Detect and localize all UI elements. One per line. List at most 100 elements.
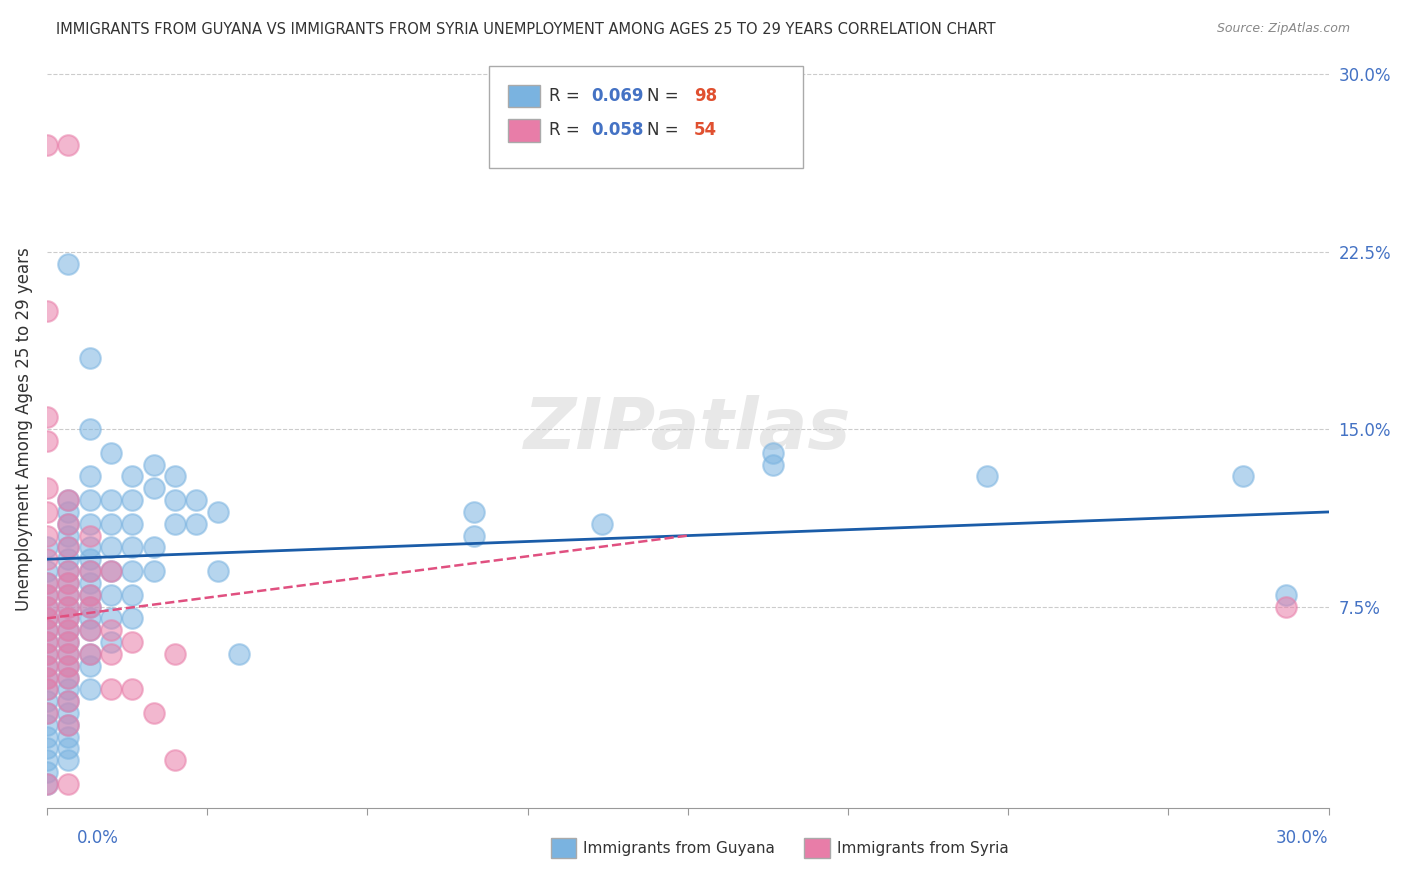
Point bbox=[58, 777, 80, 791]
Text: 54: 54 bbox=[695, 121, 717, 139]
Point bbox=[121, 469, 143, 483]
Point bbox=[79, 552, 101, 566]
Point bbox=[58, 647, 80, 661]
Point bbox=[35, 730, 58, 744]
Point bbox=[79, 351, 101, 366]
Point bbox=[35, 481, 58, 495]
Point bbox=[58, 635, 80, 649]
Point bbox=[463, 528, 485, 542]
FancyBboxPatch shape bbox=[489, 66, 803, 168]
Point bbox=[35, 575, 58, 590]
Point bbox=[35, 671, 58, 685]
Point bbox=[35, 777, 58, 791]
Point bbox=[100, 588, 122, 602]
Point bbox=[100, 493, 122, 508]
Point bbox=[79, 564, 101, 578]
Point bbox=[165, 753, 187, 767]
Point bbox=[35, 741, 58, 756]
Point bbox=[79, 588, 101, 602]
Point bbox=[100, 446, 122, 460]
Bar bbox=[804, 838, 830, 858]
Point bbox=[142, 541, 165, 555]
Point bbox=[121, 682, 143, 697]
Point bbox=[79, 422, 101, 436]
Point bbox=[100, 516, 122, 531]
Point bbox=[79, 647, 101, 661]
Point bbox=[79, 469, 101, 483]
Point bbox=[79, 541, 101, 555]
Point bbox=[58, 599, 80, 614]
Point bbox=[121, 493, 143, 508]
Point bbox=[35, 777, 58, 791]
Point bbox=[35, 599, 58, 614]
Text: N =: N = bbox=[647, 121, 683, 139]
Point bbox=[142, 564, 165, 578]
Point bbox=[58, 516, 80, 531]
Point bbox=[207, 564, 229, 578]
Point bbox=[762, 458, 785, 472]
Point bbox=[79, 624, 101, 638]
Point bbox=[121, 588, 143, 602]
Point bbox=[35, 658, 58, 673]
Point bbox=[35, 647, 58, 661]
Point bbox=[58, 694, 80, 708]
Point bbox=[58, 718, 80, 732]
Point bbox=[35, 588, 58, 602]
Point bbox=[35, 624, 58, 638]
Point bbox=[58, 564, 80, 578]
Point bbox=[121, 564, 143, 578]
Point bbox=[58, 588, 80, 602]
Text: 0.0%: 0.0% bbox=[77, 830, 120, 847]
Point bbox=[35, 682, 58, 697]
Point bbox=[35, 765, 58, 780]
Point bbox=[121, 635, 143, 649]
Point bbox=[58, 741, 80, 756]
Text: R =: R = bbox=[550, 121, 585, 139]
Point bbox=[58, 658, 80, 673]
Point bbox=[58, 624, 80, 638]
Point bbox=[58, 588, 80, 602]
Point bbox=[79, 611, 101, 625]
Point bbox=[58, 647, 80, 661]
Point bbox=[79, 599, 101, 614]
Point bbox=[186, 516, 208, 531]
Point bbox=[35, 658, 58, 673]
Point bbox=[58, 575, 80, 590]
Point bbox=[35, 706, 58, 720]
Point bbox=[100, 682, 122, 697]
Point bbox=[58, 493, 80, 508]
Point bbox=[1275, 588, 1298, 602]
Point bbox=[58, 658, 80, 673]
Point bbox=[58, 753, 80, 767]
Point bbox=[79, 575, 101, 590]
Point bbox=[1232, 469, 1254, 483]
Point bbox=[79, 516, 101, 531]
Point bbox=[58, 256, 80, 270]
Text: Immigrants from Guyana: Immigrants from Guyana bbox=[583, 841, 775, 856]
Point bbox=[58, 516, 80, 531]
Point bbox=[165, 493, 187, 508]
Point bbox=[58, 694, 80, 708]
Point bbox=[58, 635, 80, 649]
Point bbox=[35, 611, 58, 625]
Point bbox=[1275, 599, 1298, 614]
Point bbox=[35, 624, 58, 638]
Point bbox=[35, 552, 58, 566]
Point bbox=[35, 541, 58, 555]
Text: N =: N = bbox=[647, 87, 683, 105]
Point bbox=[35, 706, 58, 720]
Point bbox=[186, 493, 208, 508]
Point bbox=[79, 528, 101, 542]
Point bbox=[165, 647, 187, 661]
Point bbox=[100, 624, 122, 638]
Text: 30.0%: 30.0% bbox=[1277, 830, 1329, 847]
Point bbox=[35, 718, 58, 732]
Point bbox=[100, 564, 122, 578]
Point bbox=[35, 304, 58, 318]
Point bbox=[35, 611, 58, 625]
Point bbox=[58, 493, 80, 508]
Point bbox=[58, 599, 80, 614]
Point bbox=[58, 505, 80, 519]
Point bbox=[79, 658, 101, 673]
Point bbox=[35, 671, 58, 685]
